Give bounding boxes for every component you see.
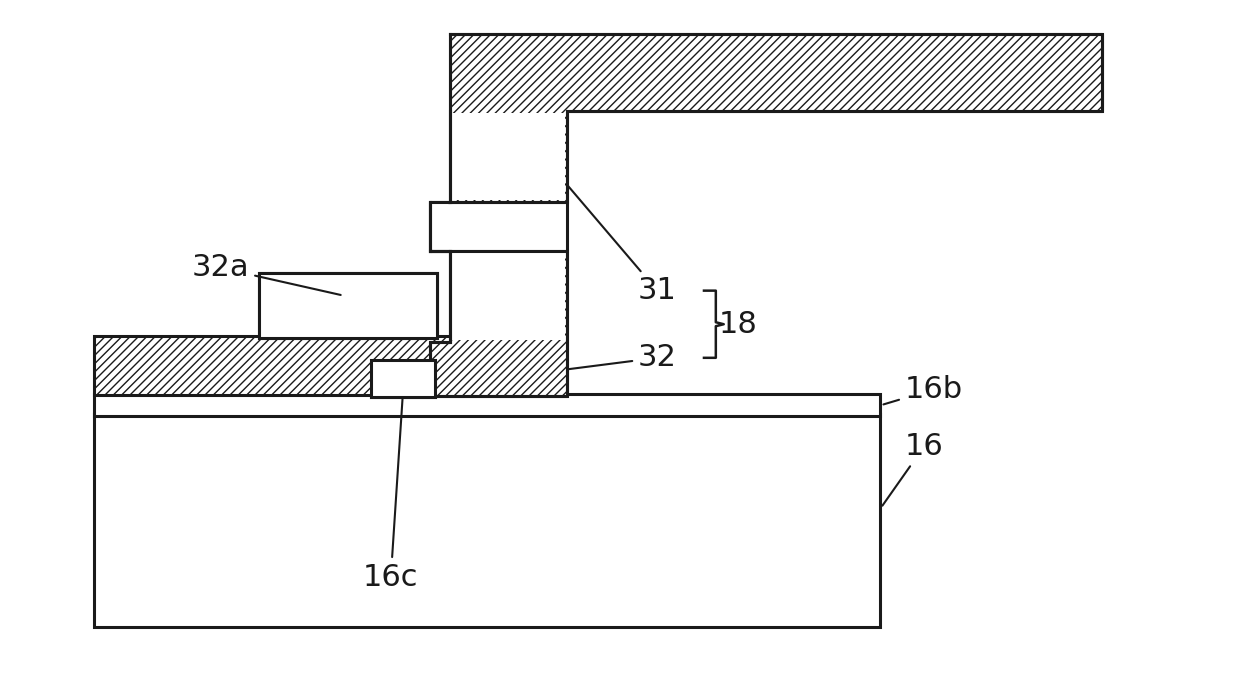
Text: 16: 16 [883,432,944,506]
Bar [453,253,564,340]
Bar [94,395,880,416]
Bar [371,360,435,397]
Text: 18: 18 [719,310,758,338]
Text: 16c: 16c [363,399,419,592]
Bar [94,336,525,395]
Polygon shape [430,34,1102,397]
Bar [94,414,880,627]
Text: 16b: 16b [883,375,962,404]
Text: 32: 32 [568,343,677,373]
Bar [259,273,438,338]
Bar [259,273,438,338]
Bar [371,360,435,397]
Text: 31: 31 [567,184,677,305]
Bar [433,203,448,249]
Text: 32a: 32a [192,253,341,295]
Bar [453,113,564,200]
